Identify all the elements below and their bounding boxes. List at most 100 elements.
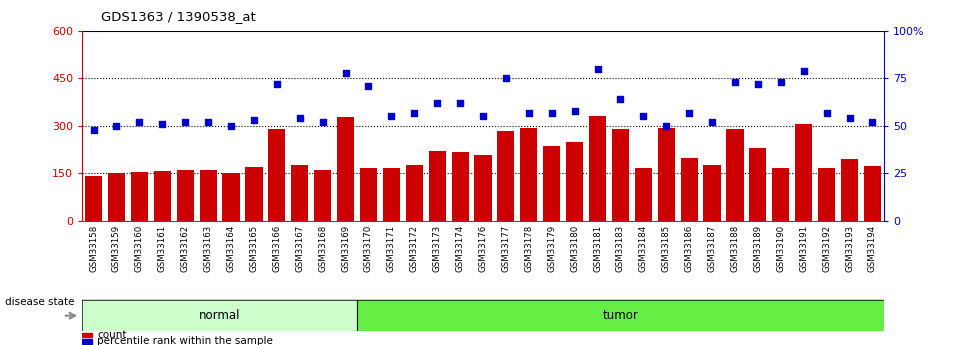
Text: GSM33180: GSM33180 <box>570 225 580 272</box>
Text: GSM33159: GSM33159 <box>112 225 121 272</box>
Bar <box>474 155 492 221</box>
Bar <box>429 151 445 221</box>
Text: GSM33163: GSM33163 <box>204 225 213 272</box>
Point <box>796 68 811 74</box>
Text: GSM33189: GSM33189 <box>753 225 762 272</box>
Bar <box>451 152 469 221</box>
Bar <box>269 129 285 221</box>
Bar <box>200 170 216 221</box>
Text: GSM33165: GSM33165 <box>249 225 259 272</box>
Text: GSM33184: GSM33184 <box>639 225 648 272</box>
Bar <box>154 171 171 221</box>
Point <box>338 70 354 76</box>
Point <box>704 119 720 125</box>
Text: GSM33192: GSM33192 <box>822 225 831 272</box>
Text: GSM33186: GSM33186 <box>685 225 694 272</box>
Point <box>360 83 376 89</box>
Text: GSM33171: GSM33171 <box>386 225 396 272</box>
Bar <box>772 168 789 221</box>
Text: GSM33179: GSM33179 <box>547 225 556 272</box>
Bar <box>406 166 423 221</box>
Text: disease state: disease state <box>5 297 74 307</box>
Bar <box>130 172 148 221</box>
Point <box>773 80 788 85</box>
Text: GSM33190: GSM33190 <box>777 225 785 272</box>
Point <box>865 119 880 125</box>
Point <box>521 110 536 115</box>
Bar <box>681 158 697 221</box>
Point <box>659 123 674 129</box>
Text: GSM33174: GSM33174 <box>456 225 465 272</box>
Text: GSM33161: GSM33161 <box>157 225 167 272</box>
Point <box>270 81 285 87</box>
Bar <box>841 159 858 221</box>
Text: GSM33166: GSM33166 <box>272 225 281 272</box>
Text: GSM33177: GSM33177 <box>501 225 510 272</box>
Text: GSM33193: GSM33193 <box>845 225 854 272</box>
Bar <box>795 124 812 221</box>
Text: GSM33181: GSM33181 <box>593 225 602 272</box>
Bar <box>543 146 560 221</box>
Text: GSM33188: GSM33188 <box>730 225 740 272</box>
Text: percentile rank within the sample: percentile rank within the sample <box>98 336 273 345</box>
Point <box>315 119 330 125</box>
Point <box>155 121 170 127</box>
Bar <box>383 168 400 221</box>
Bar <box>703 166 721 221</box>
Bar <box>245 167 263 221</box>
Point <box>819 110 835 115</box>
Text: GSM33169: GSM33169 <box>341 225 350 272</box>
Text: GSM33187: GSM33187 <box>707 225 717 272</box>
Bar <box>864 166 881 221</box>
Point <box>178 119 193 125</box>
Bar <box>611 129 629 221</box>
Bar <box>222 173 240 221</box>
Point <box>475 114 491 119</box>
Text: GSM33162: GSM33162 <box>181 225 189 272</box>
Bar <box>357 300 884 331</box>
Text: GSM33173: GSM33173 <box>433 225 441 272</box>
Bar <box>589 117 606 221</box>
Text: GSM33168: GSM33168 <box>318 225 327 272</box>
Point <box>727 80 743 85</box>
Text: GSM33178: GSM33178 <box>525 225 533 272</box>
Bar <box>360 168 377 221</box>
Bar <box>566 142 583 221</box>
Point <box>612 97 628 102</box>
Bar <box>82 333 92 337</box>
Text: GSM33160: GSM33160 <box>135 225 144 272</box>
Point <box>131 119 147 125</box>
Point <box>452 100 468 106</box>
Point <box>86 127 101 132</box>
Bar <box>85 176 102 221</box>
Text: GSM33183: GSM33183 <box>616 225 625 272</box>
Bar <box>108 173 125 221</box>
Text: GDS1363 / 1390538_at: GDS1363 / 1390538_at <box>101 10 256 23</box>
Text: GSM33194: GSM33194 <box>867 225 877 272</box>
Point <box>567 108 582 114</box>
Text: GSM33167: GSM33167 <box>296 225 304 272</box>
Point <box>200 119 215 125</box>
Point <box>681 110 696 115</box>
Bar <box>337 117 355 221</box>
Point <box>636 114 651 119</box>
Bar <box>818 168 836 221</box>
Point <box>407 110 422 115</box>
Text: GSM33191: GSM33191 <box>799 225 809 272</box>
Point <box>292 116 307 121</box>
Bar <box>521 128 537 221</box>
Point <box>430 100 445 106</box>
Point <box>544 110 559 115</box>
Bar <box>177 170 194 221</box>
Text: tumor: tumor <box>603 309 639 322</box>
Point <box>223 123 239 129</box>
Bar <box>658 128 675 221</box>
Text: normal: normal <box>199 309 241 322</box>
Point <box>246 117 262 123</box>
Point <box>590 66 606 72</box>
Text: GSM33158: GSM33158 <box>89 225 99 272</box>
Bar <box>314 169 331 221</box>
Bar <box>82 339 92 344</box>
Text: GSM33164: GSM33164 <box>226 225 236 272</box>
Bar <box>635 168 652 221</box>
